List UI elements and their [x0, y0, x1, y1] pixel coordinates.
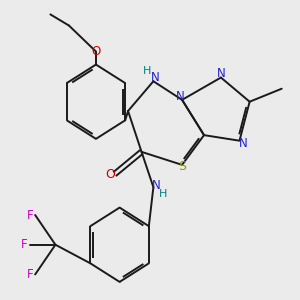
Text: O: O [106, 168, 116, 181]
Text: N: N [176, 90, 185, 103]
Text: H: H [143, 66, 152, 76]
Text: H: H [159, 189, 167, 199]
Text: N: N [152, 179, 161, 192]
Text: O: O [91, 45, 101, 58]
Text: N: N [239, 137, 248, 150]
Text: S: S [178, 160, 186, 173]
Text: F: F [27, 208, 33, 221]
Text: N: N [152, 71, 160, 84]
Text: F: F [21, 238, 27, 251]
Text: F: F [27, 268, 33, 281]
Text: N: N [217, 67, 225, 80]
